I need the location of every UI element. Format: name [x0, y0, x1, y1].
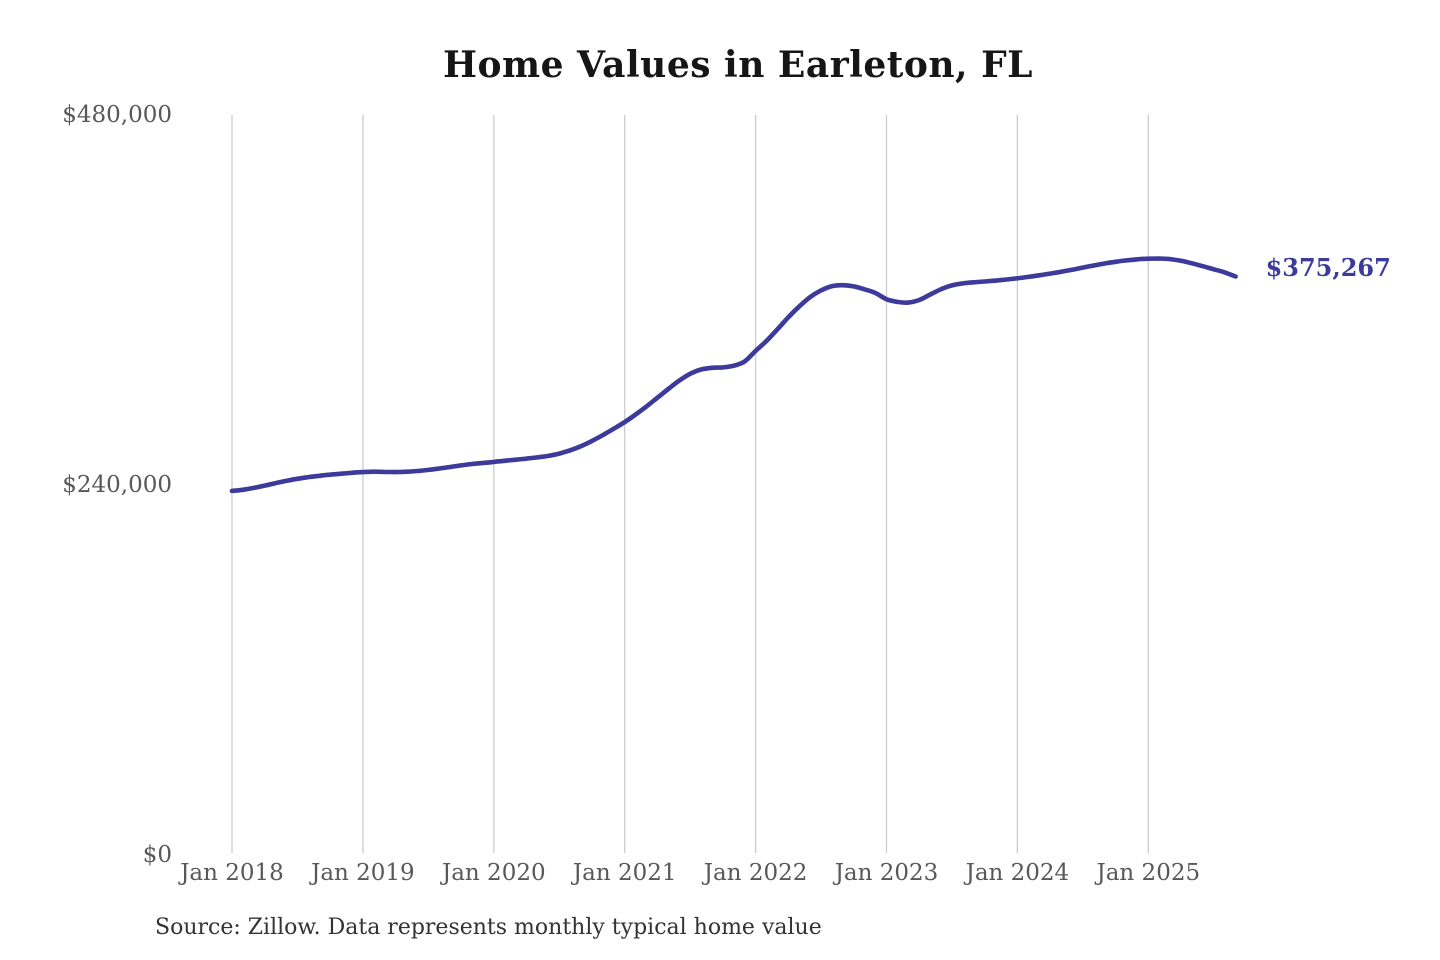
x-axis-label-2025-01: Jan 2025	[1096, 860, 1201, 886]
y-axis-label-480000: $480,000	[62, 102, 172, 128]
series-end-value-label: $375,267	[1265, 253, 1391, 283]
x-axis-label-2024-01: Jan 2024	[965, 860, 1070, 886]
series-line	[229, 256, 1238, 494]
x-axis-label-2022-01: Jan 2022	[703, 860, 808, 886]
x-axis-label-2020-01: Jan 2020	[442, 860, 546, 886]
chart-title: Home Values in Earleton, FL	[442, 44, 1033, 86]
x-axis-label-2018-01: Jan 2018	[180, 860, 284, 886]
y-axis-label-0: $0	[142, 842, 172, 868]
source-note: Source: Zillow. Data represents monthly …	[155, 915, 822, 940]
y-axis-label-240000: $240,000	[62, 472, 172, 498]
x-axis-label-2021-01: Jan 2021	[572, 860, 677, 886]
x-axis-label-2023-01: Jan 2023	[834, 860, 939, 886]
x-axis-label-2019-01: Jan 2019	[311, 860, 415, 886]
